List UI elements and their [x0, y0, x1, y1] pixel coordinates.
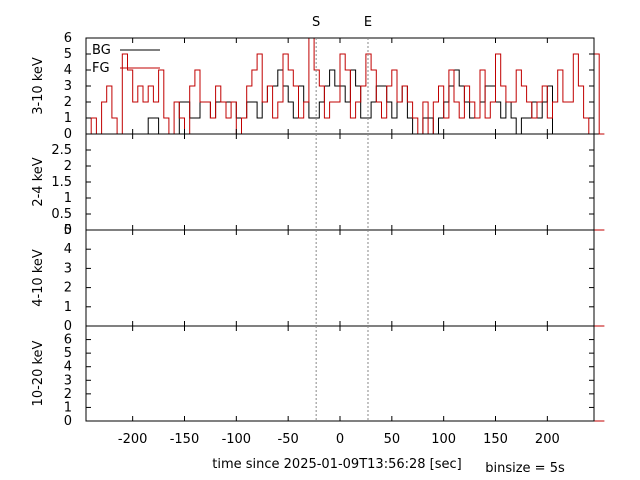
y-tick-label: 5 [64, 346, 72, 361]
y-tick-label: 0 [64, 414, 72, 429]
x-tick-label: -200 [118, 432, 148, 447]
y-tick-label: 3 [64, 261, 72, 276]
x-tick-label: 100 [431, 432, 456, 447]
y-tick-label: 1.5 [51, 175, 72, 190]
y-tick-label: 2 [64, 95, 72, 110]
panel-frame [85, 325, 595, 422]
y-tick-label: 1 [64, 191, 72, 206]
y-tick-label: 6 [64, 31, 72, 46]
y-tick-label: 0 [64, 319, 72, 334]
marker-label-s: S [312, 15, 320, 30]
panel-frame [85, 133, 595, 231]
y-tick-label: 5 [64, 223, 72, 238]
x-tick-label: 0 [336, 432, 344, 447]
x-tick-label: 50 [384, 432, 401, 447]
x-tick-label: 150 [483, 432, 508, 447]
y-axis-label: 10-20 keV [31, 340, 46, 406]
series-bg-line [86, 69, 600, 135]
legend-label-bg: BG [92, 43, 111, 58]
panel-2: 0 1 2 3 4 5 4-10 keV [31, 223, 605, 334]
y-axis-label: 2-4 keV [31, 157, 46, 206]
y-tick-label: 2 [64, 281, 72, 296]
y-tick-label: 4 [64, 242, 72, 257]
binsize-label: binsize = 5s [485, 461, 565, 476]
x-tick-label: -100 [222, 432, 252, 447]
x-tick-label: 200 [535, 432, 560, 447]
y-tick-label: 2 [64, 387, 72, 402]
legend-label-fg: FG [92, 61, 110, 76]
x-axis: -200 -150 -100 -50 0 50 100 150 200 [118, 432, 560, 447]
y-tick-label: 6 [64, 333, 72, 348]
legend: BG FG [92, 43, 160, 76]
y-tick-label: 4 [64, 360, 72, 375]
y-tick-label: 1 [64, 300, 72, 315]
y-axis-label: 3-10 keV [31, 57, 46, 115]
x-axis-label: time since 2025-01-09T13:56:28 [sec] [212, 457, 461, 472]
y-tick-label: 4 [64, 63, 72, 78]
y-axis-label: 4-10 keV [31, 249, 46, 307]
x-tick-label: -150 [170, 432, 200, 447]
y-tick-label: 5 [64, 47, 72, 62]
y-tick-label: 3 [64, 373, 72, 388]
y-tick-label: 3 [64, 79, 72, 94]
y-tick-label: 2 [64, 159, 72, 174]
y-tick-label: 1 [64, 111, 72, 126]
panel-1: 00.511.522.5 2-4 keV [31, 133, 605, 238]
y-tick-label: 1 [64, 400, 72, 415]
marker-label-e: E [364, 15, 372, 30]
y-tick-label: 2.5 [51, 143, 72, 158]
y-tick-label: 0 [64, 127, 72, 142]
x-tick-label: -50 [278, 432, 299, 447]
y-tick-label: 0.5 [51, 207, 72, 222]
panel-frame [85, 229, 595, 327]
y-tick-label: 0 [64, 223, 72, 238]
